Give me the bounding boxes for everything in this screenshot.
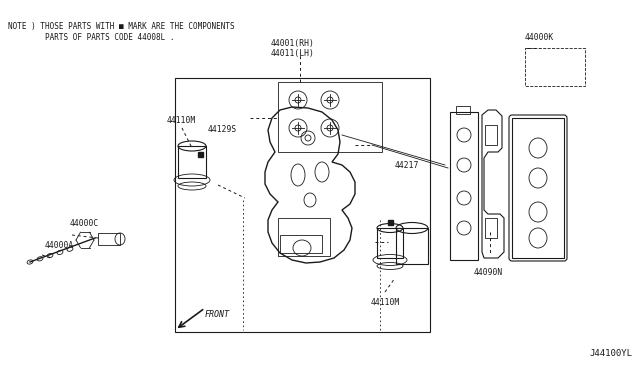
Bar <box>456 106 470 114</box>
Text: J44100YL: J44100YL <box>589 349 632 358</box>
Bar <box>175 78 430 332</box>
Text: 44110M: 44110M <box>371 298 399 307</box>
Text: 44001(RH): 44001(RH) <box>271 39 315 48</box>
Bar <box>525 48 585 86</box>
Bar <box>450 112 478 260</box>
Bar <box>377 228 403 258</box>
Bar <box>98 233 120 245</box>
Text: 44110M: 44110M <box>167 116 196 125</box>
Text: PARTS OF PARTS CODE 44008L .: PARTS OF PARTS CODE 44008L . <box>8 33 175 42</box>
Text: 44217: 44217 <box>395 160 419 170</box>
Text: NOTE ) THOSE PARTS WITH ■ MARK ARE THE COMPONENTS: NOTE ) THOSE PARTS WITH ■ MARK ARE THE C… <box>8 22 235 31</box>
Text: 44090N: 44090N <box>474 268 502 277</box>
Text: FRONT: FRONT <box>205 310 230 319</box>
Bar <box>280 235 322 253</box>
Text: 44011(LH): 44011(LH) <box>271 49 315 58</box>
Bar <box>178 146 206 178</box>
Bar <box>278 218 330 256</box>
Bar <box>198 152 203 157</box>
Bar <box>485 218 497 238</box>
Text: 44000C: 44000C <box>70 219 99 228</box>
Bar <box>512 118 564 258</box>
Bar <box>396 228 428 264</box>
Text: 44000A: 44000A <box>45 241 74 250</box>
Text: 44000K: 44000K <box>525 33 554 42</box>
Bar <box>485 125 497 145</box>
Bar <box>278 82 382 152</box>
Text: 44129S: 44129S <box>208 125 237 135</box>
Bar <box>388 220 393 225</box>
